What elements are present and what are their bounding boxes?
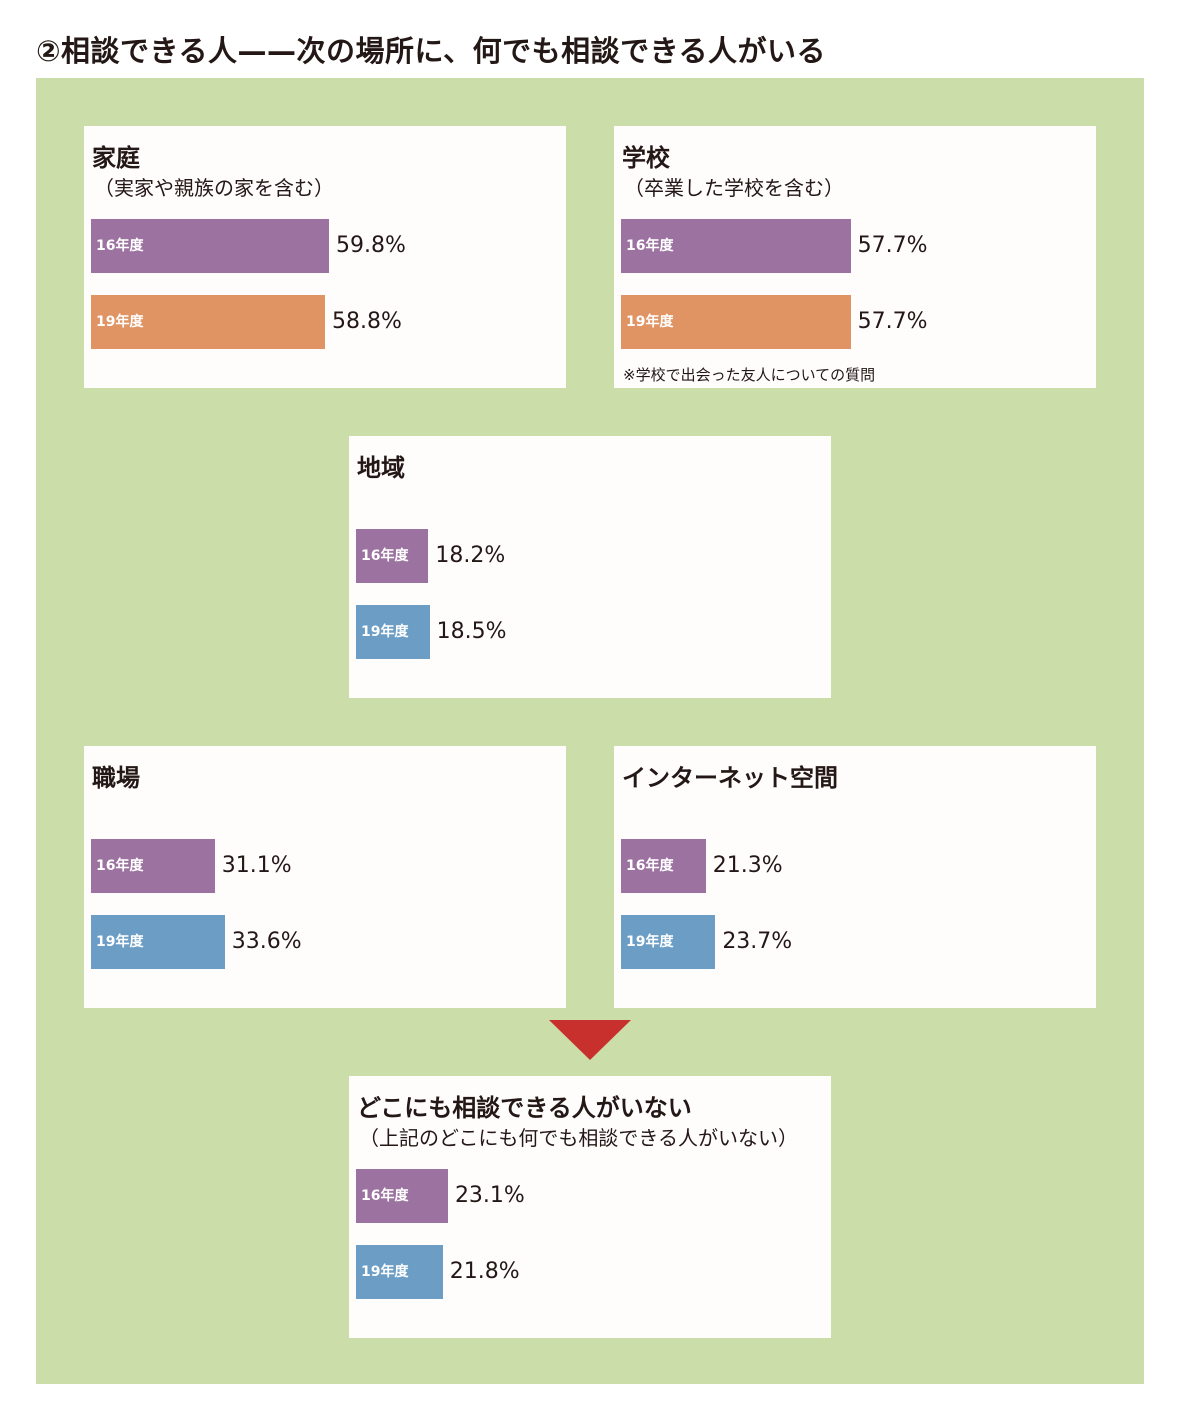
panel-title: インターネット空間: [622, 764, 838, 792]
bar-label-fy19: 19年度: [96, 934, 144, 950]
bar-fy19: 19年度: [356, 605, 430, 659]
bar-label-fy19: 19年度: [626, 314, 674, 330]
panel-title: どこにも相談できる人がいない: [357, 1094, 692, 1122]
value-label-fy16: 31.1%: [221, 853, 292, 878]
bar-label-fy19: 19年度: [361, 624, 409, 640]
panel-home: 家庭 （実家や親族の家を含む） 16年度 59.8% 19年度 58.8%: [84, 126, 566, 388]
panel-subtitle: （実家や親族の家を含む）: [94, 176, 334, 200]
bar-label-fy19: 19年度: [96, 314, 144, 330]
panel-school: 学校 （卒業した学校を含む） 16年度 57.7% 19年度 57.7% ※学校…: [614, 126, 1096, 388]
bar-fy16: 16年度: [621, 839, 706, 893]
value-label-fy19: 21.8%: [449, 1259, 520, 1284]
value-label-fy16: 57.7%: [857, 233, 928, 258]
bar-fy19: 19年度: [621, 295, 851, 349]
bar-label-fy16: 16年度: [626, 238, 674, 254]
value-label-fy16: 21.3%: [712, 853, 783, 878]
value-label-fy19: 57.7%: [857, 309, 928, 334]
value-label-fy19: 58.8%: [332, 309, 402, 334]
panel-subtitle: （卒業した学校を含む）: [624, 176, 844, 200]
panel-title: 家庭: [92, 144, 140, 172]
panel-title: 職場: [92, 764, 140, 792]
bar-label-fy19: 19年度: [626, 934, 674, 950]
value-label-fy16: 23.1%: [454, 1183, 525, 1208]
panel-subtitle: （上記のどこにも何でも相談できる人がいない）: [359, 1126, 798, 1150]
bar-label-fy16: 16年度: [361, 1188, 409, 1204]
bar-label-fy16: 16年度: [96, 858, 144, 874]
bar-fy16: 16年度: [91, 839, 215, 893]
bar-label-fy16: 16年度: [626, 858, 674, 874]
bar-fy16: 16年度: [356, 529, 429, 583]
value-label-fy16: 18.2%: [435, 543, 506, 568]
bar-label-fy19: 19年度: [361, 1264, 409, 1280]
bar-fy19: 19年度: [621, 915, 716, 969]
value-label-fy19: 23.7%: [722, 929, 793, 954]
bar-label-fy16: 16年度: [96, 238, 144, 254]
panel-community: 地域 16年度 18.2% 19年度 18.5%: [349, 436, 831, 698]
bar-label-fy16: 16年度: [361, 548, 409, 564]
page-title: ②相談できる人——次の場所に、何でも相談できる人がいる: [36, 34, 827, 68]
panel-title: 地域: [357, 454, 405, 482]
panel-title: 学校: [622, 144, 670, 172]
panel-internet: インターネット空間 16年度 21.3% 19年度 23.7%: [614, 746, 1096, 1008]
bar-fy19: 19年度: [356, 1245, 443, 1299]
panel-nobody: どこにも相談できる人がいない （上記のどこにも何でも相談できる人がいない） 16…: [349, 1076, 831, 1338]
value-label-fy16: 59.8%: [336, 233, 406, 258]
down-arrow-icon: [549, 1020, 631, 1060]
bar-fy19: 19年度: [91, 295, 326, 349]
bar-fy16: 16年度: [621, 219, 851, 273]
bar-fy16: 16年度: [356, 1169, 448, 1223]
footnote: ※学校で出会った友人についての質問: [623, 366, 876, 384]
value-label-fy19: 33.6%: [231, 929, 302, 954]
value-label-fy19: 18.5%: [436, 619, 507, 644]
panel-workplace: 職場 16年度 31.1% 19年度 33.6%: [84, 746, 566, 1008]
bar-fy19: 19年度: [91, 915, 225, 969]
bar-fy16: 16年度: [91, 219, 329, 273]
